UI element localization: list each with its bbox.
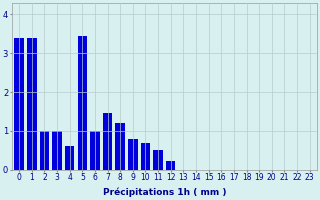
Bar bbox=[65, 146, 75, 170]
Bar bbox=[103, 113, 112, 170]
Bar bbox=[116, 123, 125, 170]
Bar bbox=[78, 36, 87, 170]
Bar bbox=[40, 131, 49, 170]
Bar bbox=[128, 139, 138, 170]
Bar bbox=[14, 38, 24, 170]
X-axis label: Précipitations 1h ( mm ): Précipitations 1h ( mm ) bbox=[103, 188, 226, 197]
Bar bbox=[166, 161, 175, 170]
Bar bbox=[153, 150, 163, 170]
Bar bbox=[52, 131, 62, 170]
Bar bbox=[27, 38, 36, 170]
Bar bbox=[141, 143, 150, 170]
Bar bbox=[90, 131, 100, 170]
